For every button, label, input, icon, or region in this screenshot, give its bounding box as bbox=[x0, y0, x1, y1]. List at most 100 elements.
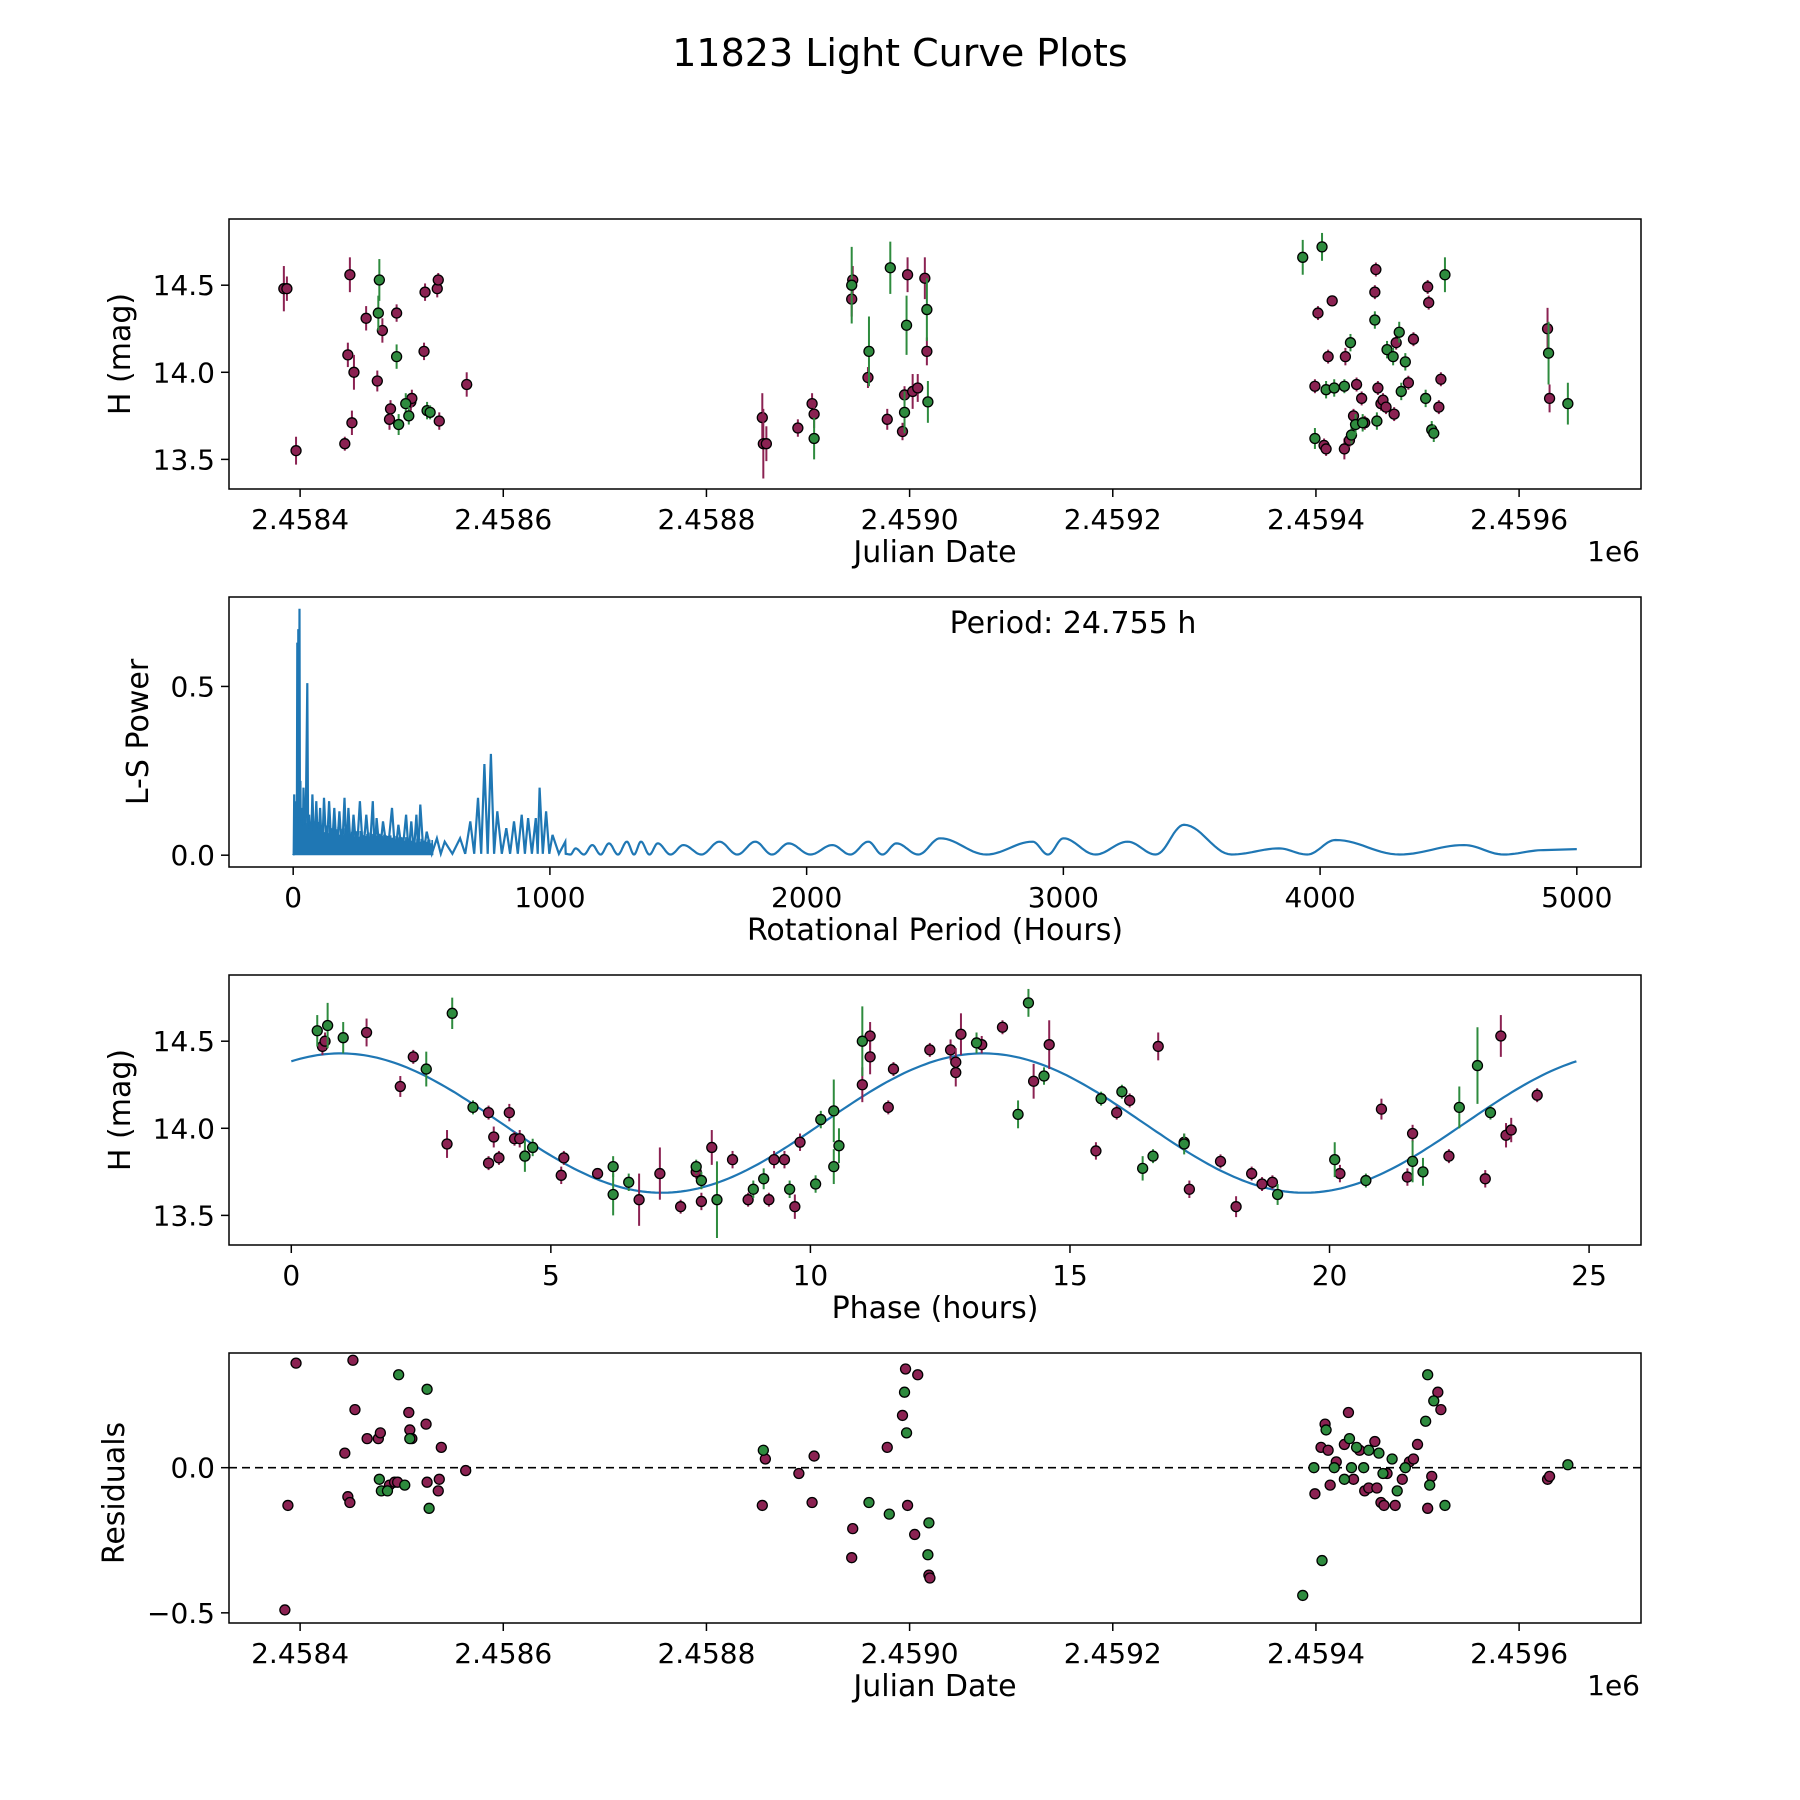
residuals-point bbox=[1350, 1441, 1363, 1454]
lightcurve-point bbox=[392, 418, 405, 431]
residuals-point bbox=[339, 1447, 351, 1459]
residuals-point bbox=[922, 1549, 934, 1561]
lightcurve-point bbox=[348, 366, 360, 378]
panel-lightcurve-frame bbox=[228, 218, 1642, 490]
phase-point bbox=[482, 1157, 495, 1169]
phase-point bbox=[1256, 1178, 1268, 1190]
residuals-point bbox=[793, 1467, 805, 1480]
phase-point bbox=[695, 1174, 708, 1187]
residuals-point bbox=[924, 1572, 936, 1584]
phase-point bbox=[944, 1044, 957, 1056]
phase-ylabel: H (mag) bbox=[103, 1049, 138, 1171]
phase-point bbox=[1027, 1075, 1040, 1087]
residuals-point bbox=[1424, 1479, 1436, 1491]
residuals-point bbox=[1422, 1502, 1434, 1514]
lightcurve-point bbox=[1297, 251, 1309, 263]
residuals-point bbox=[373, 1473, 385, 1485]
lightcurve-point bbox=[344, 269, 356, 281]
lightcurve-point bbox=[1402, 377, 1415, 389]
phase-point bbox=[1230, 1201, 1242, 1213]
periodogram-ylabel: L-S Power bbox=[121, 658, 156, 805]
residuals-point bbox=[361, 1432, 373, 1445]
lightcurve-point bbox=[921, 345, 933, 358]
residuals-point bbox=[1371, 1482, 1383, 1494]
phase-xtick-label: 10 bbox=[793, 1259, 829, 1292]
lightcurve-point bbox=[1562, 397, 1574, 410]
lightcurve-point bbox=[863, 345, 875, 358]
phase-point bbox=[864, 1030, 876, 1042]
phase-point bbox=[1147, 1150, 1159, 1162]
residuals-point bbox=[460, 1464, 472, 1477]
lightcurve-point bbox=[912, 382, 924, 394]
lightcurve-xtick-label: 2.4584 bbox=[251, 503, 349, 536]
residuals-point bbox=[806, 1496, 818, 1509]
phase-xtick-label: 20 bbox=[1312, 1259, 1348, 1292]
lightcurve-ytick-label: 13.5 bbox=[153, 443, 215, 476]
lightcurve-point bbox=[1407, 333, 1420, 345]
lightcurve-point bbox=[1316, 241, 1328, 253]
lightcurve-xtick-label: 2.4586 bbox=[454, 503, 552, 536]
phase-point bbox=[1012, 1108, 1024, 1121]
lightcurve-point bbox=[921, 303, 933, 316]
residuals-point bbox=[1428, 1395, 1440, 1407]
phase-point bbox=[726, 1153, 739, 1166]
figure-title: 11823 Light Curve Plots bbox=[672, 31, 1127, 75]
lightcurve-point bbox=[1395, 385, 1407, 398]
phase-point bbox=[1266, 1176, 1279, 1188]
lightcurve-point bbox=[1309, 380, 1321, 392]
phase-point bbox=[503, 1106, 515, 1119]
lightcurve-point bbox=[1543, 392, 1556, 405]
phase-point bbox=[828, 1160, 840, 1173]
residuals-point bbox=[1419, 1415, 1432, 1427]
residuals-point bbox=[433, 1473, 445, 1485]
residuals-point bbox=[883, 1508, 895, 1520]
phase-point bbox=[1360, 1174, 1372, 1187]
lightcurve-ytick-label: 14.5 bbox=[153, 269, 215, 302]
lightcurve-point bbox=[808, 432, 820, 445]
residuals-point bbox=[1389, 1499, 1401, 1512]
residuals-point bbox=[404, 1432, 416, 1445]
residuals-point bbox=[1439, 1499, 1451, 1512]
lightcurve-point bbox=[1326, 295, 1338, 307]
lightcurve-ylabel: H (mag) bbox=[103, 293, 138, 415]
phase-point bbox=[441, 1138, 453, 1150]
lightcurve-xtick-label: 2.4596 bbox=[1470, 503, 1568, 536]
residuals-point bbox=[1297, 1589, 1309, 1602]
phase-point bbox=[996, 1021, 1009, 1033]
lightcurve-xtick-label: 2.4592 bbox=[1064, 503, 1162, 536]
phase-point bbox=[321, 1019, 334, 1032]
lightcurve-point bbox=[1428, 427, 1440, 439]
lightcurve-point bbox=[922, 396, 934, 408]
lightcurve-point bbox=[372, 307, 384, 319]
lightcurve-point bbox=[400, 397, 412, 410]
lightcurve-point bbox=[433, 415, 445, 427]
phase-point bbox=[711, 1194, 723, 1206]
phase-point bbox=[970, 1037, 983, 1049]
phase-point bbox=[514, 1133, 526, 1145]
lightcurve-point bbox=[862, 371, 874, 384]
lightcurve-point bbox=[1339, 350, 1352, 363]
phase-xtick-label: 5 bbox=[542, 1259, 560, 1292]
lightcurve-point bbox=[1433, 401, 1445, 413]
phase-point bbox=[742, 1194, 754, 1206]
lightcurve-point bbox=[1393, 326, 1405, 338]
lightcurve-point bbox=[281, 283, 293, 295]
residuals-point bbox=[1309, 1488, 1321, 1500]
residuals-point bbox=[1373, 1447, 1385, 1459]
lightcurve-point bbox=[792, 422, 804, 434]
phase-point bbox=[856, 1079, 868, 1091]
periodogram-xtick-label: 2000 bbox=[771, 881, 842, 914]
lightcurve-xtick-label: 2.4594 bbox=[1267, 503, 1365, 536]
phase-point bbox=[809, 1178, 822, 1190]
lightcurve-point bbox=[346, 417, 358, 429]
residuals-point bbox=[1343, 1432, 1356, 1445]
phase-point bbox=[394, 1080, 406, 1093]
lightcurve-point bbox=[1369, 286, 1381, 298]
residuals-point bbox=[421, 1383, 433, 1395]
phase-point bbox=[1022, 997, 1035, 1009]
periodogram-xtick-label: 5000 bbox=[1541, 881, 1612, 914]
residuals-point bbox=[1338, 1473, 1351, 1485]
phase-point bbox=[1178, 1138, 1190, 1150]
residuals-point bbox=[901, 1499, 914, 1512]
